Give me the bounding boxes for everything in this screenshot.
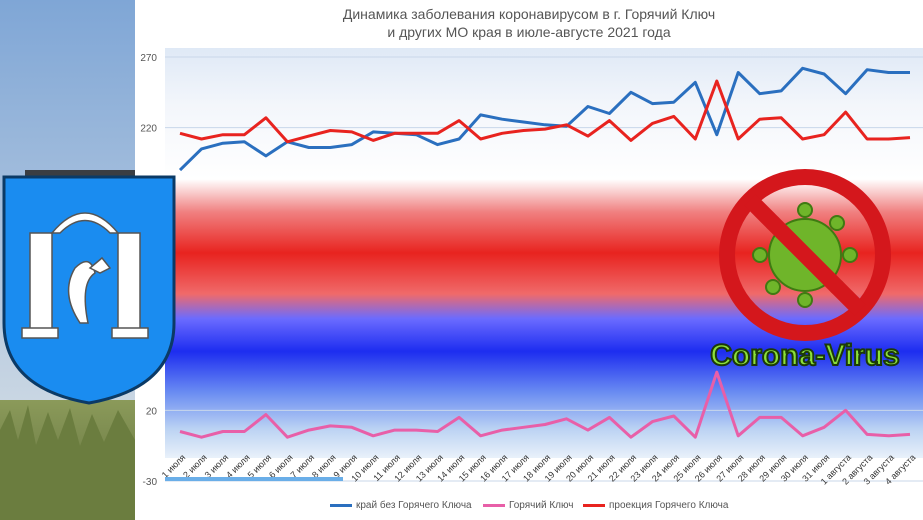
legend-label-red: проекция Горячего Ключа bbox=[609, 500, 729, 511]
scrollbar-highlight bbox=[165, 477, 343, 481]
y-tick-label: 20 bbox=[146, 406, 158, 417]
legend-label-pink: Горячий Ключ bbox=[509, 500, 574, 511]
no-virus-icon: Corona-Virus bbox=[709, 169, 901, 373]
y-tick-label: 270 bbox=[140, 53, 157, 64]
legend-item-red: проекция Горячего Ключа bbox=[583, 500, 728, 514]
y-tick-label: -30 bbox=[143, 477, 158, 488]
series-line-0 bbox=[178, 66, 910, 172]
legend-item-blue: край без Горячего Ключа bbox=[330, 500, 472, 514]
chart-title: Динамика заболевания коронавирусом в г. … bbox=[342, 6, 716, 22]
series-line-2 bbox=[179, 79, 911, 144]
chart-panel: Динамика заболевания коронавирусом в г. … bbox=[135, 0, 923, 520]
crest-icon bbox=[0, 173, 178, 405]
series-line-1 bbox=[179, 370, 911, 439]
legend-label-blue: край без Горячего Ключа bbox=[356, 500, 472, 511]
legend-swatch-blue bbox=[330, 503, 352, 507]
legend-swatch-pink bbox=[483, 503, 505, 507]
legend-item-pink: Горячий Ключ bbox=[483, 500, 573, 514]
chart-subtitle: и других МО края в июле-августе 2021 год… bbox=[387, 24, 671, 40]
corona-virus-badge: Corona-Virus bbox=[695, 160, 915, 385]
badge-text: Corona-Virus bbox=[710, 339, 899, 372]
y-tick-label: 220 bbox=[140, 124, 157, 135]
legend-swatch-red bbox=[583, 503, 605, 507]
